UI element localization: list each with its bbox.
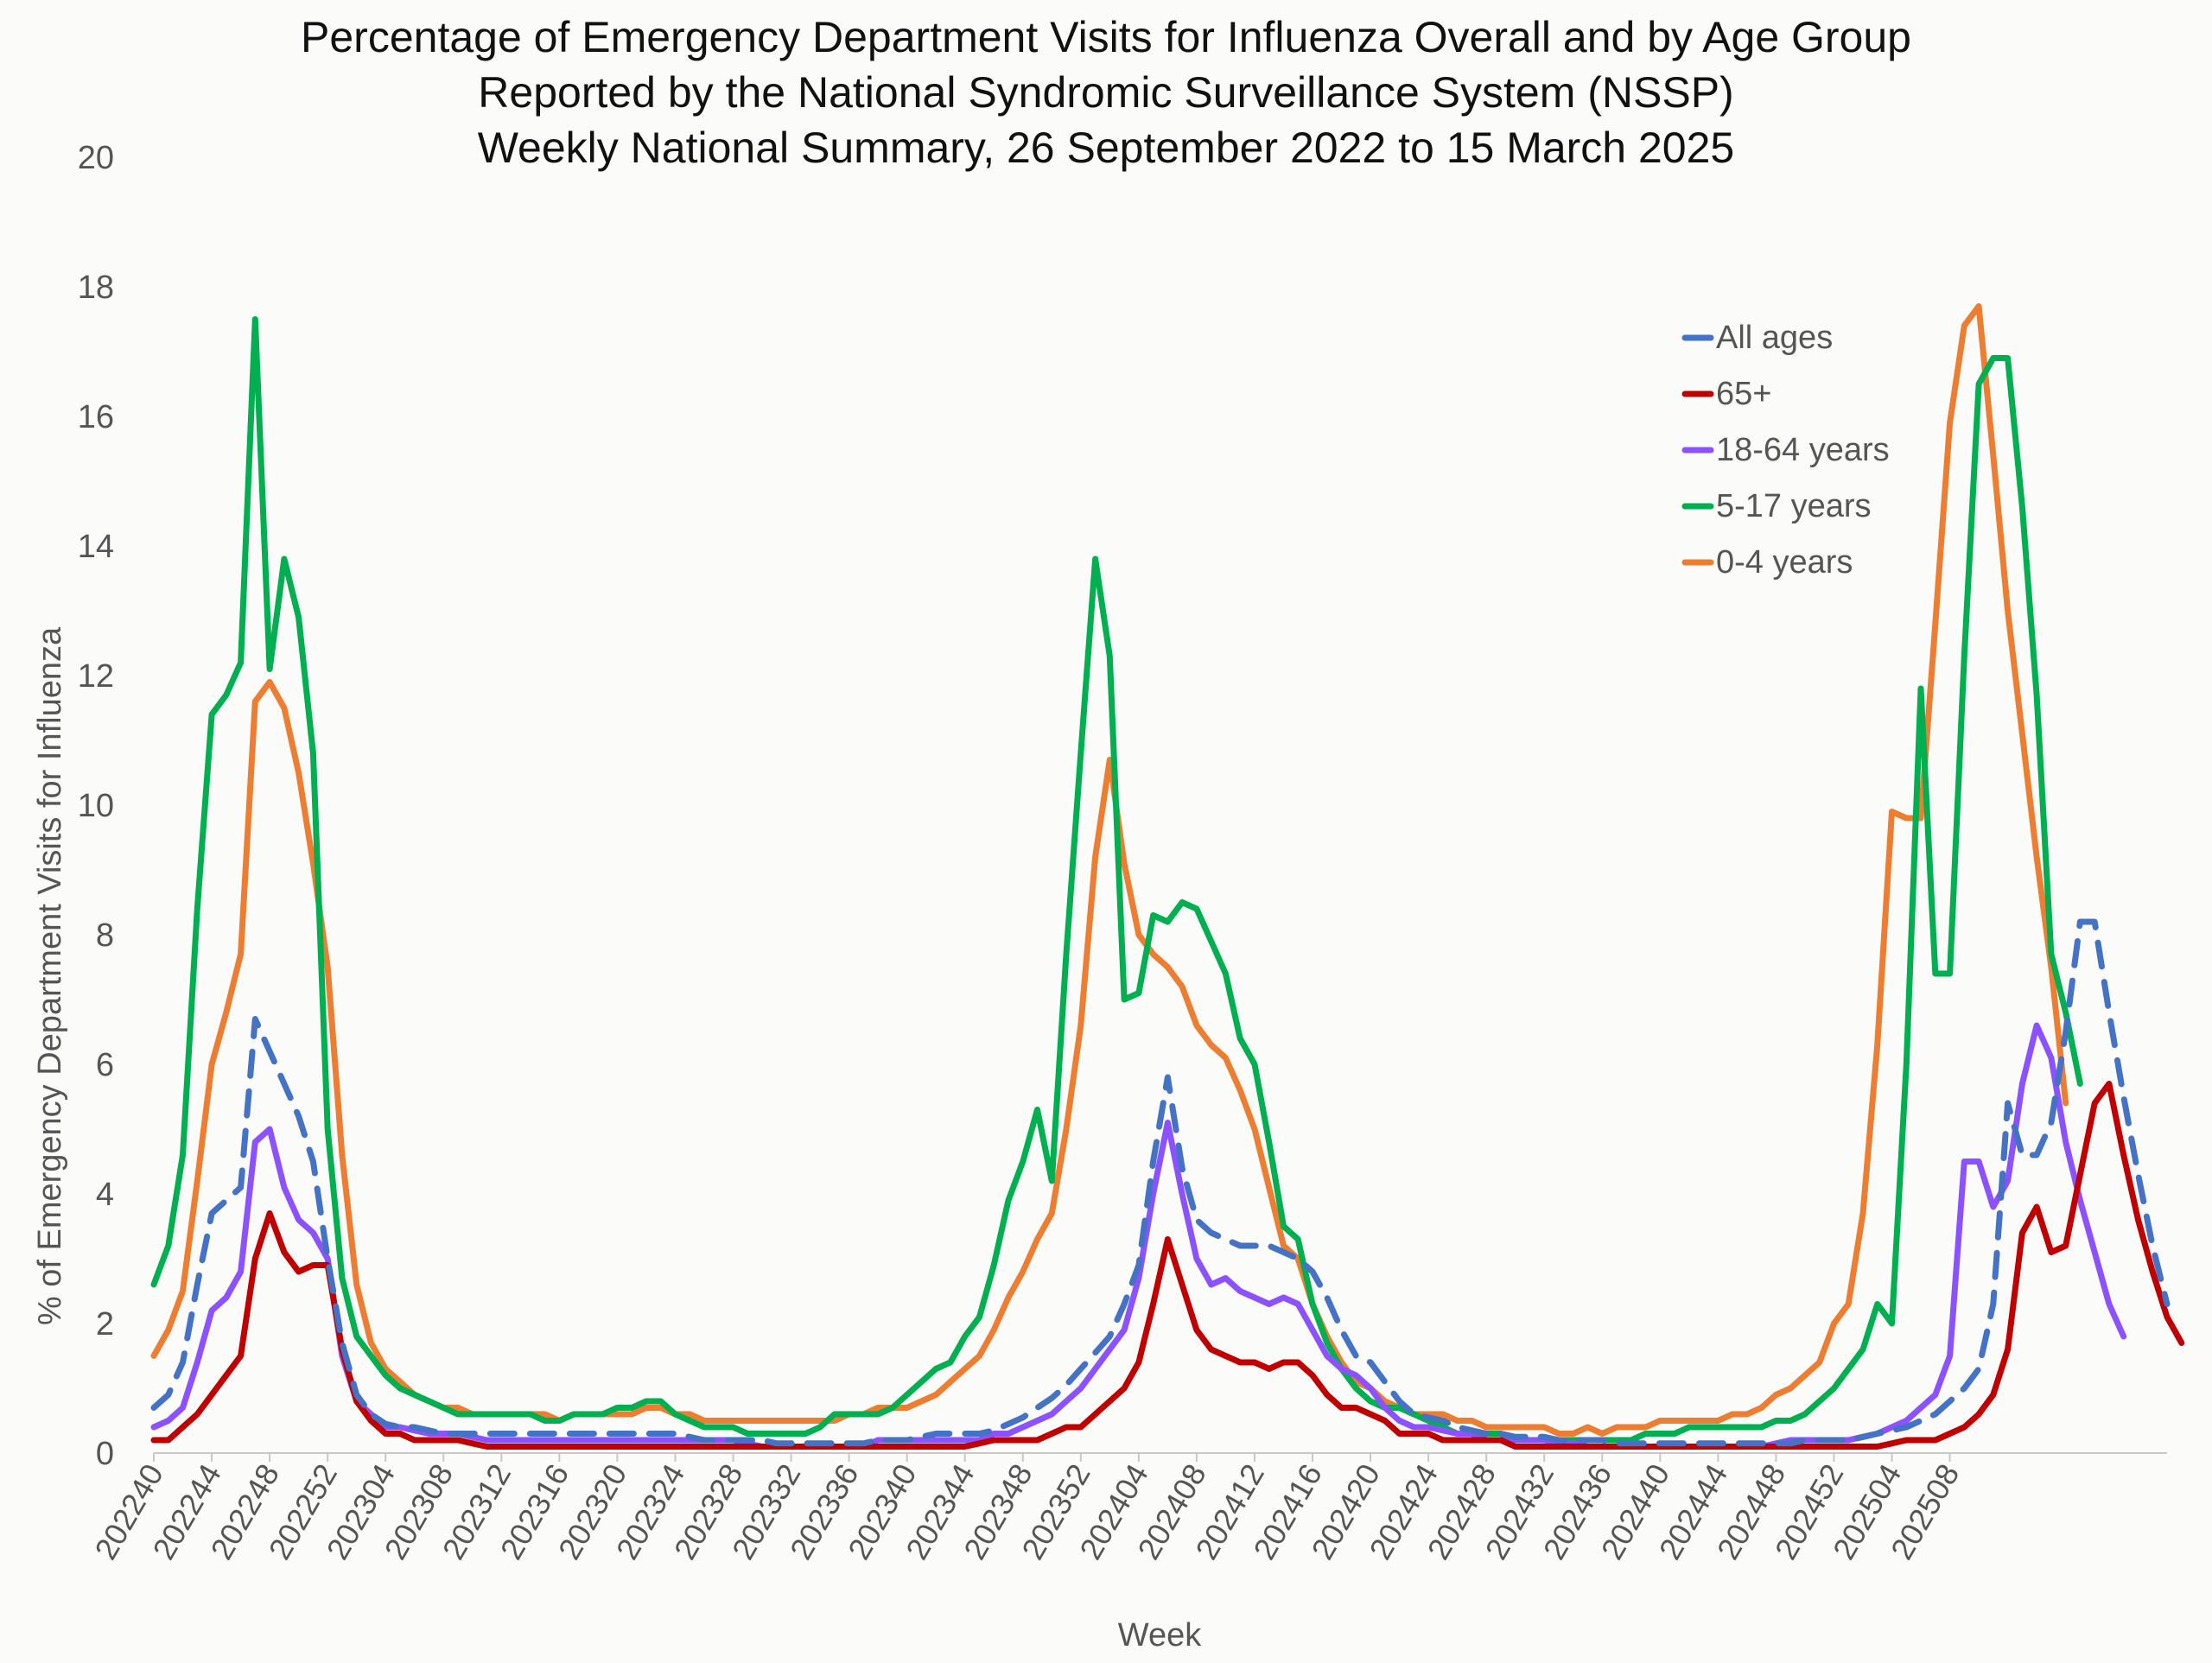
y-axis-ticks: 0 2 4 6 8 10 12 14 16 18 20 [78, 140, 114, 1472]
series-line-5-17-years [150, 316, 2083, 1444]
legend-label: 0-4 years [1716, 544, 1853, 581]
y-tick-label: 10 [78, 788, 114, 824]
y-tick-label: 14 [78, 529, 114, 565]
title-line-2: Reported by the National Syndromic Surve… [478, 68, 1733, 117]
series-line-65- [150, 1081, 2185, 1450]
y-tick-label: 8 [96, 917, 114, 954]
y-tick-label: 4 [96, 1177, 114, 1213]
series-line-0-4-years [150, 303, 2069, 1437]
title-line-1: Percentage of Emergency Department Visit… [301, 13, 1911, 61]
series-lines [150, 303, 2185, 1450]
x-axis-title: Week [1118, 1617, 1202, 1653]
y-tick-label: 12 [78, 658, 114, 695]
chart-title: Percentage of Emergency Department Visit… [301, 13, 1911, 172]
x-axis-ticks: 2022402022442022482022522023042023082023… [87, 1453, 1966, 1565]
y-tick-label: 2 [96, 1306, 114, 1342]
legend-label: 18-64 years [1716, 432, 1890, 468]
y-axis-title: % of Emergency Department Visits for Inf… [32, 626, 68, 1325]
legend: All ages 65+ 18-64 years 5-17 years 0-4 year… [1681, 320, 1890, 581]
title-line-3: Weekly National Summary, 26 September 20… [478, 124, 1734, 172]
legend-label: 5-17 years [1716, 488, 1872, 524]
legend-label: 65+ [1716, 376, 1771, 412]
y-tick-label: 0 [96, 1436, 114, 1472]
y-tick-label: 6 [96, 1047, 114, 1083]
series-line-all-ages [150, 918, 2171, 1447]
y-tick-label: 16 [78, 399, 114, 435]
y-tick-label: 18 [78, 270, 114, 306]
y-tick-label: 20 [78, 140, 114, 176]
series-line-18-64-years [150, 1022, 2127, 1450]
legend-label: All ages [1716, 320, 1833, 356]
